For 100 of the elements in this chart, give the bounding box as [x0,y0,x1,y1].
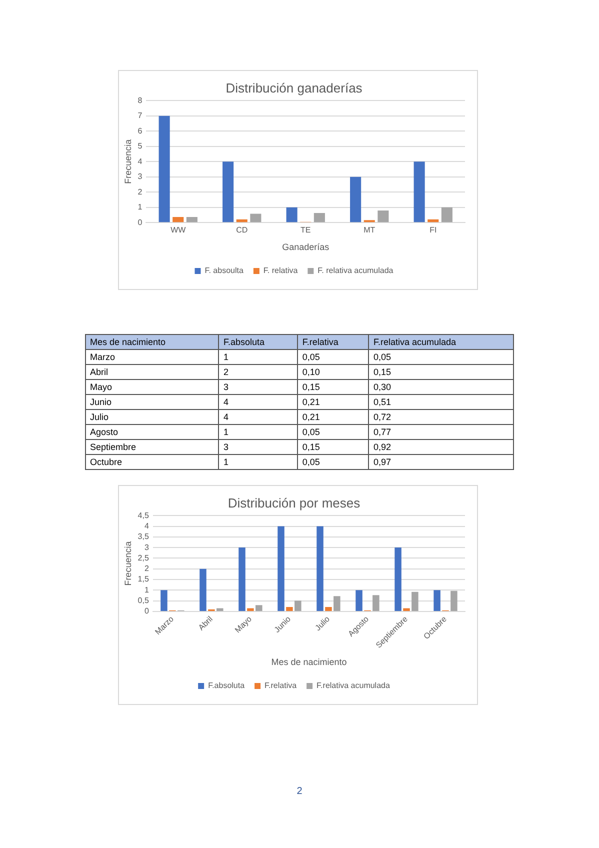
data-label: 0,97 [368,454,514,470]
bar [216,608,224,611]
y-tick-label: 1 [138,202,143,212]
category-label: Junio [86,394,219,410]
data-label: 0,92 [368,440,514,454]
y-tick-label: 0 [144,606,150,616]
legend-label: F.relativa acumulada [316,681,390,690]
y-tick-label: 3 [144,542,150,552]
data-label: 0,10 [298,364,369,380]
y-tick-label: 2 [144,564,150,574]
bar [158,116,170,222]
x-axis-title: Ganaderías [282,242,330,252]
data-label: 4 [218,410,298,424]
data-label: 0,15 [298,440,369,454]
data-label: 0,05 [298,454,369,470]
legend-label: F. relativa [263,266,298,276]
bar [394,548,402,611]
bar [186,216,198,222]
category-label: Abril [86,364,219,380]
x-tick-label: TE [300,226,311,235]
bar [316,526,324,611]
bar [286,207,298,222]
x-tick-label: Julio [313,614,332,632]
data-label: 0,15 [298,380,369,394]
data-label: 4 [218,394,298,410]
data-label: 0,30 [368,380,514,394]
text: F.relativa acumulada [368,334,514,350]
bar [278,526,284,611]
bar [441,207,452,222]
bar [378,210,389,222]
bar [286,607,293,611]
data-label: 0,05 [368,350,514,364]
y-tick-label: 4,5 [138,510,150,520]
data-label: 2 [218,364,298,380]
legend-label: F.absoluta [208,681,246,690]
data-label: 0,15 [368,364,514,380]
x-axis-title: Mes de nacimiento [271,657,347,668]
bar [350,176,362,222]
bar [372,595,380,611]
y-tick-label: 4 [144,521,150,530]
y-tick-label: 3,5 [138,532,150,542]
data-label: 1 [218,350,298,364]
data-label: 0,77 [368,424,514,440]
x-tick-label: CD [236,226,248,235]
bar [256,605,262,611]
bar [412,592,418,611]
data-label: 0,05 [298,350,369,364]
data-label: 3 [218,440,298,454]
data-label: 0,21 [298,394,369,410]
text: F.relativa [298,334,369,350]
x-tick-label: MT [364,226,376,235]
bar [428,219,439,222]
legend-label: F. relativa acumulada [318,266,394,276]
bar [356,590,362,611]
y-tick-label: 4 [138,156,143,166]
data-label: 0,51 [368,394,514,410]
y-tick-label: 8 [138,96,143,105]
data-label: 1 [218,424,298,440]
y-axis-title: Frecuencia [122,541,133,586]
bar [434,590,440,611]
bar [160,590,168,611]
y-tick-label: 6 [138,126,143,136]
bar [450,590,458,611]
y-tick-label: 2,5 [138,553,150,562]
chart-title: Distribución ganaderías [226,80,363,96]
legend-label: F.relativa [264,681,298,690]
category-label: Agosto [86,424,219,440]
bar [314,212,325,222]
category-label: Septiembre [86,440,219,454]
y-tick-label: 0 [138,218,143,227]
y-tick-label: 1,5 [138,574,150,584]
chart-title: Distribución por meses [228,495,361,510]
y-tick-label: 7 [138,111,143,120]
bar [294,600,302,611]
y-tick-label: 5 [138,142,143,151]
bar [222,162,234,222]
data-label: 1 [218,454,298,470]
bar [236,219,248,222]
y-axis-title: Frecuencia [122,139,133,184]
data-label: 0,05 [298,424,369,440]
bar [325,607,332,611]
bar [414,162,425,222]
text: Mes de nacimiento [86,334,219,350]
category-label: Julio [86,410,219,424]
bar [172,216,184,222]
text: F.absoluta [218,334,298,350]
legend-label: F. absoulta [204,266,244,276]
x-tick-label: WW [170,226,186,235]
y-tick-label: 1 [144,585,150,594]
category-label: Marzo [86,350,219,364]
y-tick-label: 0,5 [138,596,150,606]
y-tick-label: 2 [138,187,143,196]
text: 2 [296,786,304,797]
bar [250,214,262,222]
data-label: 0,72 [368,410,514,424]
category-label: Mayo [86,380,219,394]
x-tick-label: FI [430,226,437,235]
category-label: Octubre [86,454,219,470]
bar [403,608,410,611]
bar [238,548,246,611]
